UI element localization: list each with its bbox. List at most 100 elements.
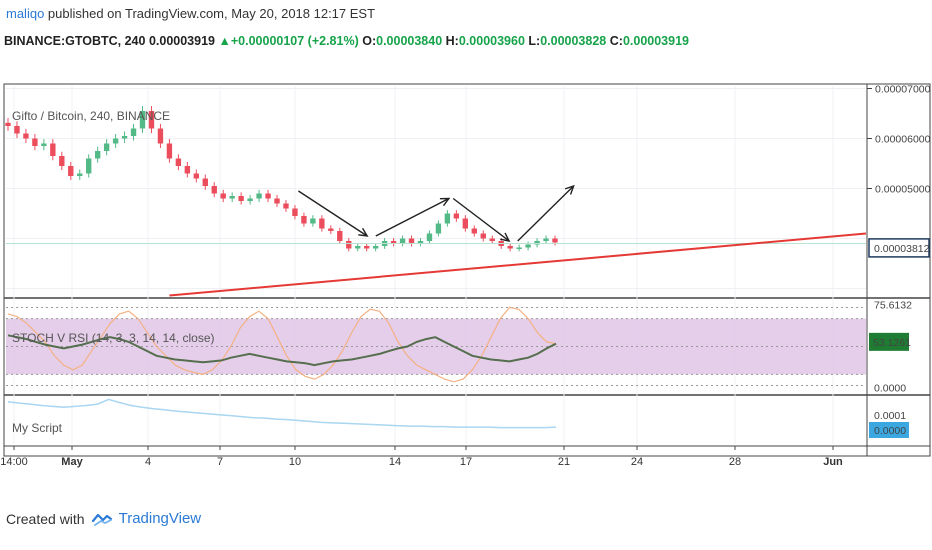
y-tick-label: 0.00006000 xyxy=(875,134,931,146)
low-label: L: xyxy=(528,34,541,48)
candle-body xyxy=(193,173,200,179)
candle-body xyxy=(32,138,38,146)
script-line xyxy=(7,398,557,429)
x-tick-label: 21 xyxy=(558,456,570,468)
candle-body xyxy=(157,128,164,144)
publish-line: maliqo published on TradingView.com, May… xyxy=(6,6,375,21)
candle-body xyxy=(86,158,92,174)
candle-body xyxy=(426,233,433,241)
x-tick-label: 24 xyxy=(631,456,643,468)
candle-body xyxy=(534,241,540,245)
candle-body xyxy=(121,136,128,139)
candle-body xyxy=(516,247,522,249)
stoch-value-badge xyxy=(869,332,909,351)
candle-body xyxy=(220,193,226,199)
candle-body xyxy=(283,203,289,209)
candle-body xyxy=(444,213,451,224)
candle-body xyxy=(14,126,20,134)
candle-body xyxy=(346,241,352,249)
last-price-badge xyxy=(868,238,930,258)
last-price-label: 0.00003812 xyxy=(874,243,930,255)
candle-body xyxy=(265,193,271,199)
candle-body xyxy=(112,138,119,144)
x-tick-label: 28 xyxy=(729,456,741,468)
price-change: +0.00000107 (+2.81%) xyxy=(230,34,359,48)
x-tick-label: 7 xyxy=(217,456,223,468)
candle-body xyxy=(256,193,262,199)
candle-body xyxy=(319,218,325,229)
candle-body xyxy=(23,133,29,139)
low-value: 0.00003828 xyxy=(540,34,607,48)
candle-body xyxy=(103,143,110,151)
symbol-name: BINANCE:GTOBTC, 240 xyxy=(4,34,146,48)
arrow-line-3 xyxy=(517,185,575,242)
candle-body xyxy=(525,244,531,248)
x-tick-label: May xyxy=(61,456,83,468)
script-value-label: 0.0000 xyxy=(874,425,906,437)
arrow-head-0 xyxy=(358,227,369,237)
candle-body xyxy=(310,218,316,224)
stoch-value-label: 53.1261 xyxy=(873,337,911,349)
candle-body xyxy=(301,216,307,224)
candle-body xyxy=(417,241,424,244)
candle-body xyxy=(489,238,495,241)
candle-body xyxy=(50,143,56,156)
script-value-badge xyxy=(869,422,909,438)
candle-body xyxy=(337,231,343,241)
candle-body xyxy=(462,218,469,229)
script-label: My Script xyxy=(12,421,63,435)
candle-body xyxy=(148,111,155,129)
candle-body xyxy=(543,238,549,241)
candle-body xyxy=(399,238,406,244)
candle-body xyxy=(408,238,415,244)
candle-body xyxy=(41,143,47,146)
arrow-line-1 xyxy=(375,197,450,237)
candle-body xyxy=(390,241,397,244)
candle-body xyxy=(355,246,361,249)
candle-body xyxy=(211,186,217,194)
drawings xyxy=(6,184,867,297)
candle-body xyxy=(453,213,460,219)
candle-body xyxy=(552,238,558,243)
x-tick-label: 14 xyxy=(389,456,401,468)
high-value: 0.00003960 xyxy=(458,34,525,48)
y-tick-label: 0.00005000 xyxy=(875,184,931,196)
grid xyxy=(6,86,866,444)
footer: Created with TradingView xyxy=(6,510,201,527)
high-label: H: xyxy=(445,34,459,48)
candle-body xyxy=(202,178,208,186)
arrow-head-1 xyxy=(439,197,451,207)
x-tick-label: Jun xyxy=(823,456,843,468)
candle-body xyxy=(94,151,101,159)
close-label: C: xyxy=(609,34,623,48)
up-triangle-icon: ▲ xyxy=(218,34,231,48)
candle-body xyxy=(435,223,442,234)
candle-body xyxy=(480,233,486,239)
price-axis: 0.00007000 0.00006000 0.00005000 0.00003812… xyxy=(867,84,931,438)
symbol-price: 0.00003919 xyxy=(148,34,215,48)
script-line xyxy=(7,398,557,429)
arrow-line-2 xyxy=(452,197,510,242)
chart-frame xyxy=(3,83,931,457)
publish-text: published on TradingView.com, May 20, 20… xyxy=(44,6,376,21)
chart-title: Gifto / Bitcoin, 240, BINANCE xyxy=(12,109,170,123)
tradingview-brand[interactable]: TradingView xyxy=(118,510,202,527)
arrow-line-0 xyxy=(298,190,368,237)
open-value: 0.00003840 xyxy=(376,34,443,48)
candle-body xyxy=(471,228,477,234)
stoch-lines xyxy=(7,306,557,383)
candle-body xyxy=(184,166,191,174)
candle-body xyxy=(292,208,298,216)
candle-body xyxy=(59,156,65,166)
candle-body xyxy=(5,122,11,126)
tradingview-logo-icon xyxy=(91,513,112,526)
x-tick-label: 10 xyxy=(289,456,301,468)
candle-body xyxy=(139,111,146,129)
stoch-label: STOCH V RSI (14, 3, 3, 14, 14, close) xyxy=(12,331,215,345)
candle-body xyxy=(372,246,379,249)
candle-body xyxy=(175,158,182,166)
created-with-text: Created with xyxy=(6,510,85,527)
candle-body xyxy=(238,196,244,201)
author-link[interactable]: maliqo xyxy=(6,6,45,21)
